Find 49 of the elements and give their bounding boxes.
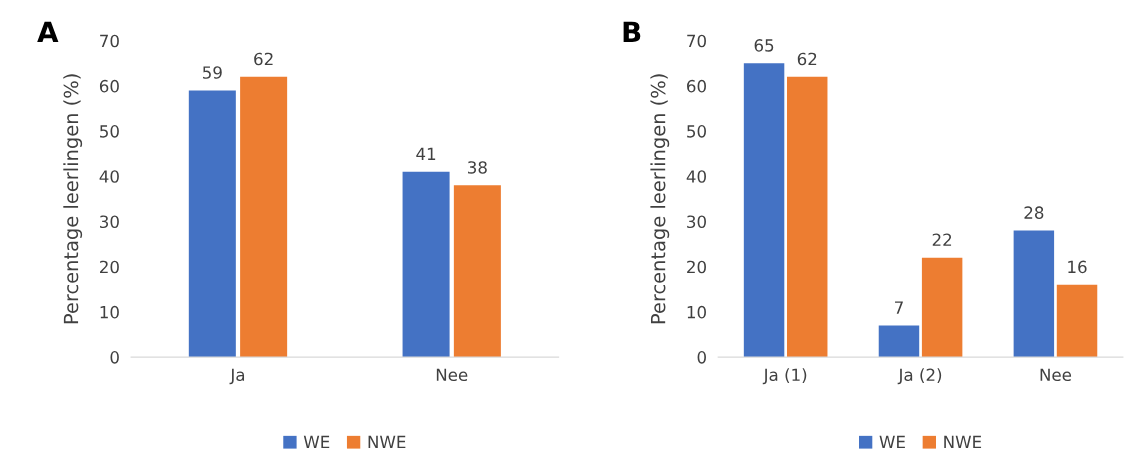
y-tick-label: 50 [100, 125, 119, 138]
x-tick-label: Ja (2) [897, 368, 942, 385]
legend-label: WE [879, 435, 905, 449]
y-tick-label: 50 [687, 125, 706, 138]
bar [453, 185, 501, 358]
data-label: 59 [203, 66, 222, 79]
bar [402, 171, 450, 358]
y-tick-label: 30 [100, 215, 119, 229]
y-tick-label: 20 [100, 260, 119, 274]
data-label: 22 [932, 233, 952, 246]
x-tick-label: Nee [1040, 368, 1072, 382]
bar [743, 63, 785, 358]
data-label: 62 [797, 52, 817, 66]
y-tick-label: 30 [687, 215, 706, 229]
chart-title: A [37, 21, 59, 43]
legend-label: NWE [944, 435, 982, 449]
y-axis-title: Percentage leerlingen (%) [650, 74, 670, 324]
y-tick-label: 60 [687, 79, 706, 93]
y-tick-label: 20 [687, 260, 706, 274]
y-tick-label: 60 [99, 79, 119, 93]
chart-title: B [623, 21, 641, 43]
x-tick-label: Nee [436, 368, 468, 382]
y-tick-label: 0 [110, 351, 119, 364]
y-tick-label: 10 [687, 305, 706, 319]
y-tick-label: 0 [697, 351, 706, 364]
data-label: 65 [754, 39, 774, 52]
data-label: 28 [1024, 206, 1044, 219]
x-tick-label: Ja (1) [762, 368, 807, 385]
bar [787, 76, 828, 358]
legend-label: NWE [368, 435, 406, 449]
bar [921, 257, 963, 358]
x-tick-label: Ja [229, 368, 245, 385]
y-tick-label: 40 [686, 170, 706, 183]
y-tick-label: 40 [99, 170, 119, 183]
y-axis-title: Percentage leerlingen (%) [63, 74, 83, 324]
y-tick-label: 10 [100, 305, 119, 319]
data-label: 62 [254, 52, 273, 66]
data-label: 38 [468, 161, 487, 174]
bar [240, 76, 288, 358]
bar [878, 325, 920, 358]
legend-label: WE [303, 435, 330, 449]
bar [188, 90, 236, 358]
y-tick-label: 70 [687, 34, 706, 48]
y-tick-label: 70 [100, 34, 119, 48]
bar [1013, 230, 1055, 358]
data-label: 16 [1068, 260, 1087, 274]
data-label: 41 [416, 147, 436, 160]
bar [1056, 284, 1098, 358]
data-label: 7 [895, 301, 903, 314]
